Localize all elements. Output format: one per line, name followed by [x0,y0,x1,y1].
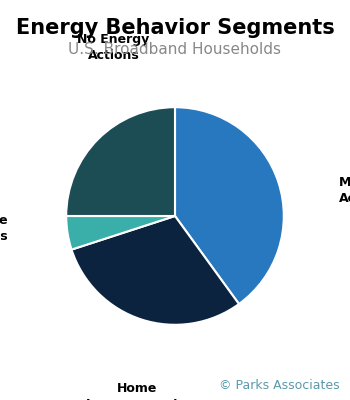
Text: Energy Behavior Segments: Energy Behavior Segments [16,18,334,38]
Text: Home
Improvements: Home Improvements [86,382,187,400]
Wedge shape [66,107,175,216]
Text: © Parks Associates: © Parks Associates [219,379,340,392]
Wedge shape [175,107,284,304]
Text: No Energy
Actions: No Energy Actions [77,33,150,62]
Wedge shape [66,216,175,250]
Text: Extreme
Measures: Extreme Measures [0,214,9,243]
Wedge shape [71,216,239,325]
Text: Mindful
Actions: Mindful Actions [339,176,350,205]
Text: U.S. Broadband Households: U.S. Broadband Households [69,42,281,57]
